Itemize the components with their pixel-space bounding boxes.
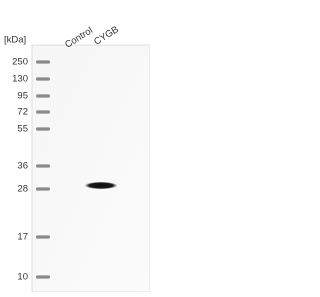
marker-label: 10: [17, 272, 28, 283]
marker-label: 28: [17, 184, 28, 195]
marker-label: 130: [12, 74, 28, 85]
ladder-band: [36, 60, 50, 64]
marker-label: 72: [17, 107, 28, 118]
ladder-band: [36, 164, 50, 168]
ladder-band: [36, 275, 50, 279]
marker-label: 250: [12, 57, 28, 68]
unit-label: [kDa]: [4, 35, 26, 46]
lane-label: CYGB: [92, 24, 121, 48]
protein-band: [85, 181, 117, 190]
ladder-band: [36, 94, 50, 98]
ladder-band: [36, 187, 50, 191]
ladder-band: [36, 77, 50, 81]
ladder-band: [36, 127, 50, 131]
marker-label: 95: [17, 91, 28, 102]
marker-label: 36: [17, 161, 28, 172]
marker-label: 17: [17, 232, 28, 243]
membrane: [31, 44, 151, 293]
ladder-band: [36, 235, 50, 239]
marker-label: 55: [17, 124, 28, 135]
ladder-band: [36, 110, 50, 114]
